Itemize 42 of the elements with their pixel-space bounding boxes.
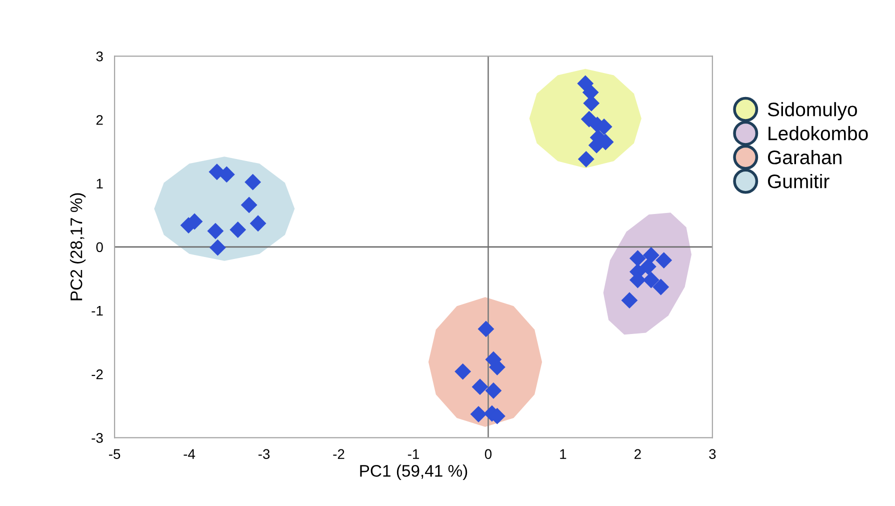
point bbox=[230, 222, 246, 238]
point bbox=[244, 174, 262, 190]
point bbox=[640, 258, 656, 275]
x-tick-label: 3 bbox=[709, 449, 716, 460]
y-tick-label: 3 bbox=[96, 52, 103, 62]
point bbox=[629, 250, 646, 267]
legend-label: Gumitir bbox=[768, 174, 830, 188]
point bbox=[621, 292, 638, 309]
point bbox=[207, 222, 224, 240]
legend-label: Ledokombo bbox=[768, 126, 868, 140]
x-axis-title: PC1 (59,41 %) bbox=[360, 464, 468, 480]
x-tick-label: -5 bbox=[109, 449, 120, 460]
point bbox=[240, 196, 258, 214]
x-tick-label: -4 bbox=[184, 449, 196, 459]
x-tick-label: -1 bbox=[408, 449, 419, 459]
x-tick-label: 1 bbox=[560, 449, 566, 459]
point bbox=[478, 320, 494, 338]
point bbox=[472, 378, 488, 396]
y-tick-label: -1 bbox=[92, 306, 103, 316]
point bbox=[656, 252, 672, 268]
x-tick-label: -2 bbox=[333, 449, 344, 459]
point bbox=[209, 239, 226, 256]
point bbox=[250, 215, 266, 232]
y-axis-title: PC2 (28,17 %) bbox=[70, 193, 86, 300]
legend-label: Garahan bbox=[768, 150, 842, 164]
y-tick-label: 0 bbox=[96, 242, 103, 252]
x-tick-label: 0 bbox=[484, 449, 492, 460]
point bbox=[578, 150, 594, 168]
point bbox=[470, 406, 487, 422]
y-tick-label: 2 bbox=[96, 115, 103, 125]
point bbox=[652, 278, 670, 296]
point bbox=[454, 363, 472, 380]
point bbox=[642, 246, 660, 264]
x-tick-label: -3 bbox=[258, 449, 270, 460]
point bbox=[583, 95, 600, 112]
y-tick-label: -2 bbox=[92, 369, 103, 380]
point bbox=[642, 272, 660, 288]
point bbox=[485, 382, 502, 399]
x-tick-label: 2 bbox=[634, 449, 641, 459]
y-tick-label: 1 bbox=[96, 178, 103, 188]
y-tick-label: -3 bbox=[92, 433, 103, 443]
legend-label: Sidomulyo bbox=[768, 102, 857, 120]
